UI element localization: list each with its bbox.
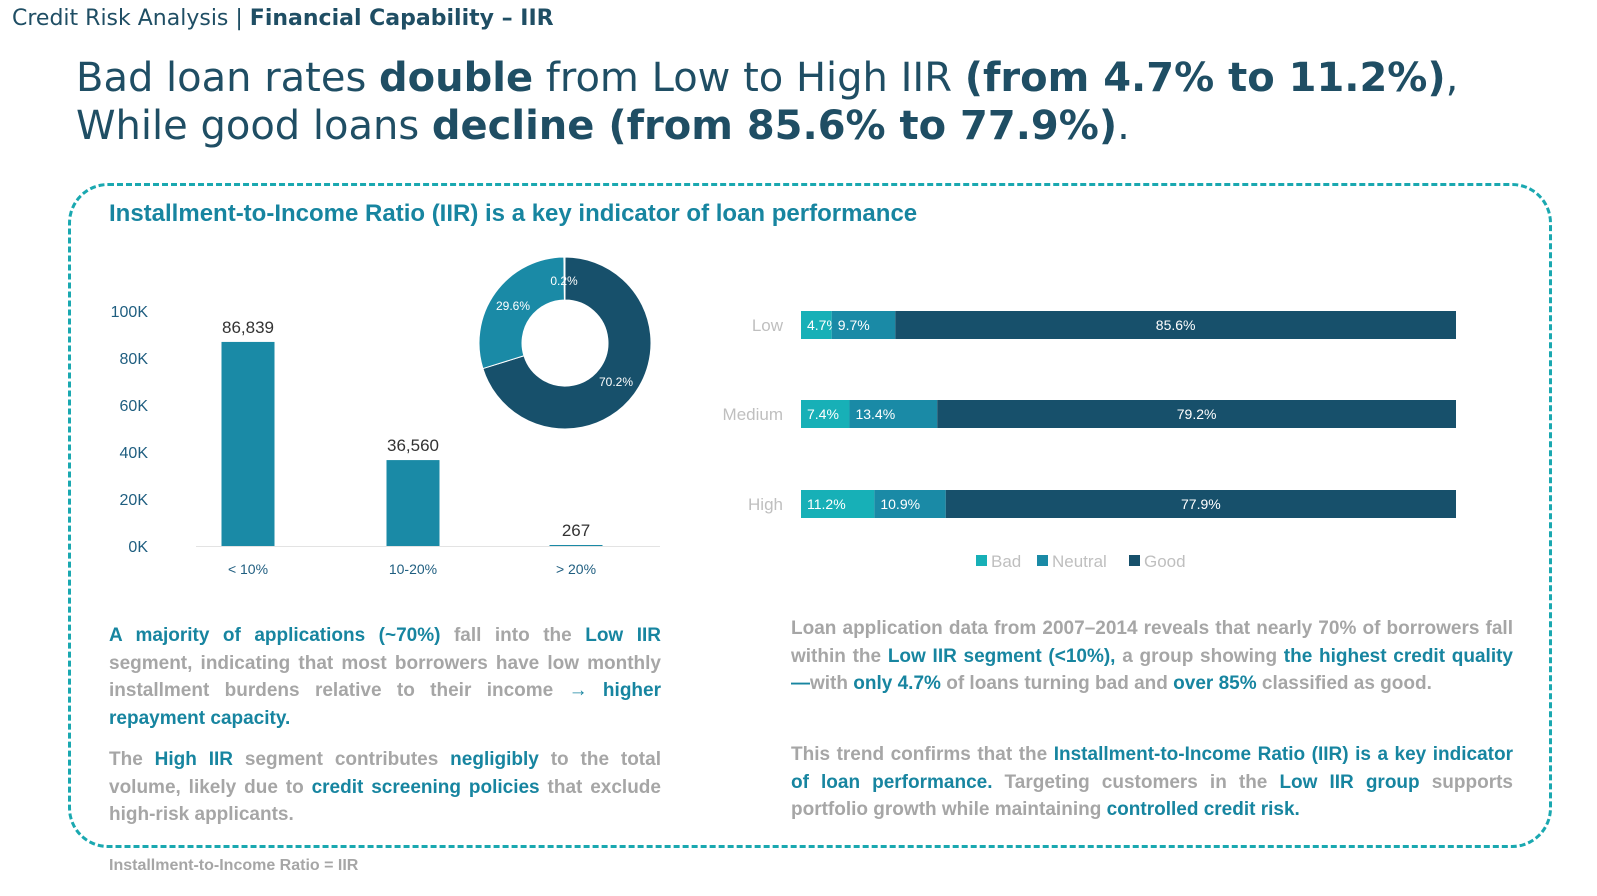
stacked-category-label: High <box>748 495 783 514</box>
legend-swatch <box>1037 555 1048 566</box>
stacked-data-label: 9.7% <box>838 317 870 333</box>
stacked-segment <box>874 490 946 518</box>
stacked-segment <box>849 400 938 428</box>
right-p1-segment: over 85% <box>1173 673 1257 694</box>
stacked-data-label: 10.9% <box>880 496 920 512</box>
legend-label: Bad <box>991 552 1021 571</box>
right-p1-segment: only 4.7% <box>853 673 941 694</box>
breadcrumb-topic: Financial Capability – IIR <box>249 6 554 31</box>
donut-data-label: 0.2% <box>550 274 578 288</box>
page-headline: Bad loan rates double from Low to High I… <box>76 54 1516 150</box>
stacked-segment <box>801 490 875 518</box>
right-p2-segment: supports portfolio growth while maintain… <box>791 771 1513 821</box>
breadcrumb-section: Credit Risk Analysis <box>12 6 229 31</box>
headline-bold-1: double <box>379 55 534 101</box>
content-frame <box>68 183 1552 848</box>
left-p2-segment: The <box>109 749 155 770</box>
headline-part-2: from Low to High IIR <box>533 55 965 101</box>
y-tick-label: 60K <box>120 398 149 415</box>
stacked-data-label: 13.4% <box>855 406 895 422</box>
stacked-segment <box>831 311 896 339</box>
bar <box>549 545 603 546</box>
x-tick-label: > 20% <box>556 561 596 577</box>
right-p1-segment: classified as good. <box>1256 673 1432 694</box>
legend-label: Neutral <box>1052 552 1107 571</box>
bar <box>221 341 275 546</box>
donut-slice <box>482 256 652 430</box>
right-p1-segment: of loans turning bad and <box>940 673 1174 694</box>
y-tick-label: 40K <box>120 445 149 462</box>
stacked-category-label: Medium <box>723 405 783 424</box>
right-p1-segment: Loan application data from 2007–2014 rev… <box>791 618 1513 667</box>
bar-data-label: 36,560 <box>387 436 439 455</box>
legend-swatch <box>1129 555 1140 566</box>
stacked-data-label: 11.2% <box>807 496 846 512</box>
section-subtitle: Installment-to-Income Ratio (IIR) is a k… <box>109 200 918 227</box>
headline-part-4: . <box>1117 103 1130 149</box>
y-tick-label: 80K <box>120 351 149 368</box>
stacked-segment <box>937 400 1456 428</box>
left-p1-segment: Low IIR <box>585 625 661 646</box>
right-p2-segment: controlled credit risk. <box>1106 799 1300 820</box>
stacked-segment <box>801 311 832 339</box>
stacked-segment <box>895 311 1456 339</box>
left-p2-segment: negligibly <box>450 749 539 770</box>
footnote: Installment-to-Income Ratio = IIR <box>109 857 359 874</box>
left-p1-segment: → higher repayment capacity. <box>109 680 661 729</box>
headline-bold-3: decline (from 85.6% to 77.9%) <box>431 103 1118 149</box>
stacked-data-label: 77.9% <box>1181 496 1221 512</box>
x-tick-label: 10-20% <box>389 561 437 577</box>
donut-data-label: 29.6% <box>496 299 530 313</box>
stacked-data-label: 7.4% <box>807 406 839 422</box>
right-p2-segment: Low IIR group <box>1279 771 1420 793</box>
breadcrumb-separator: | <box>228 6 250 31</box>
left-p2-segment: credit screening policies <box>311 776 540 798</box>
stacked-segment <box>801 400 850 428</box>
y-tick-label: 100K <box>111 304 149 321</box>
donut-data-label: 70.2% <box>599 375 633 389</box>
left-p2-segment: segment contributes <box>233 749 451 770</box>
left-p2-segment: High IIR <box>154 749 233 770</box>
donut-slice <box>478 256 565 370</box>
stacked-category-label: Low <box>752 316 784 335</box>
left-paragraph-1: A majority of applications (~70%) fall i… <box>109 622 661 732</box>
right-p2-segment: Installment-to-Income Ratio (IIR) is a k… <box>791 744 1513 793</box>
left-paragraph-2: The High IIR segment contributes negligi… <box>109 746 661 829</box>
legend-label: Good <box>1144 552 1186 571</box>
donut-slice <box>563 256 566 301</box>
right-p2-segment: Targeting customers in the <box>992 771 1280 793</box>
right-p1-segment: a group showing <box>1115 645 1284 667</box>
right-paragraph-1: Loan application data from 2007–2014 rev… <box>791 615 1513 698</box>
left-p1-segment: A majority of applications (~70%) <box>109 625 441 646</box>
right-paragraph-2: This trend confirms that the Installment… <box>791 741 1513 824</box>
stacked-data-label: 79.2% <box>1177 406 1217 422</box>
bar-data-label: 86,839 <box>222 318 274 337</box>
right-p1-segment: the highest credit quality— <box>791 645 1513 695</box>
left-p2-segment: to the total volume, likely due to <box>109 749 661 798</box>
left-p2-segment: that exclude high-risk applicants. <box>109 776 661 826</box>
left-p1-segment: segment, indicating that most borrowers … <box>109 652 661 702</box>
x-tick-label: < 10% <box>228 561 268 577</box>
right-p2-segment: This trend confirms that the <box>791 744 1054 765</box>
breadcrumb: Credit Risk Analysis | Financial Capabil… <box>12 6 554 31</box>
headline-part-3: , While good loans <box>76 55 1459 149</box>
bar <box>386 460 440 546</box>
right-p1-segment: Low IIR segment (<10%), <box>887 645 1116 667</box>
y-tick-label: 20K <box>120 492 149 509</box>
headline-part-1: Bad loan rates <box>76 55 380 101</box>
left-p1-segment: fall into the <box>440 625 586 646</box>
bar-data-label: 267 <box>562 521 590 540</box>
y-tick-label: 0K <box>128 539 148 556</box>
headline-bold-2: (from 4.7% to 11.2%) <box>964 55 1446 101</box>
right-p1-segment: with <box>810 673 854 694</box>
legend-swatch <box>976 555 987 566</box>
stacked-segment <box>945 490 1456 518</box>
stacked-data-label: 4.7% <box>807 317 839 333</box>
stacked-data-label: 85.6% <box>1156 317 1196 333</box>
